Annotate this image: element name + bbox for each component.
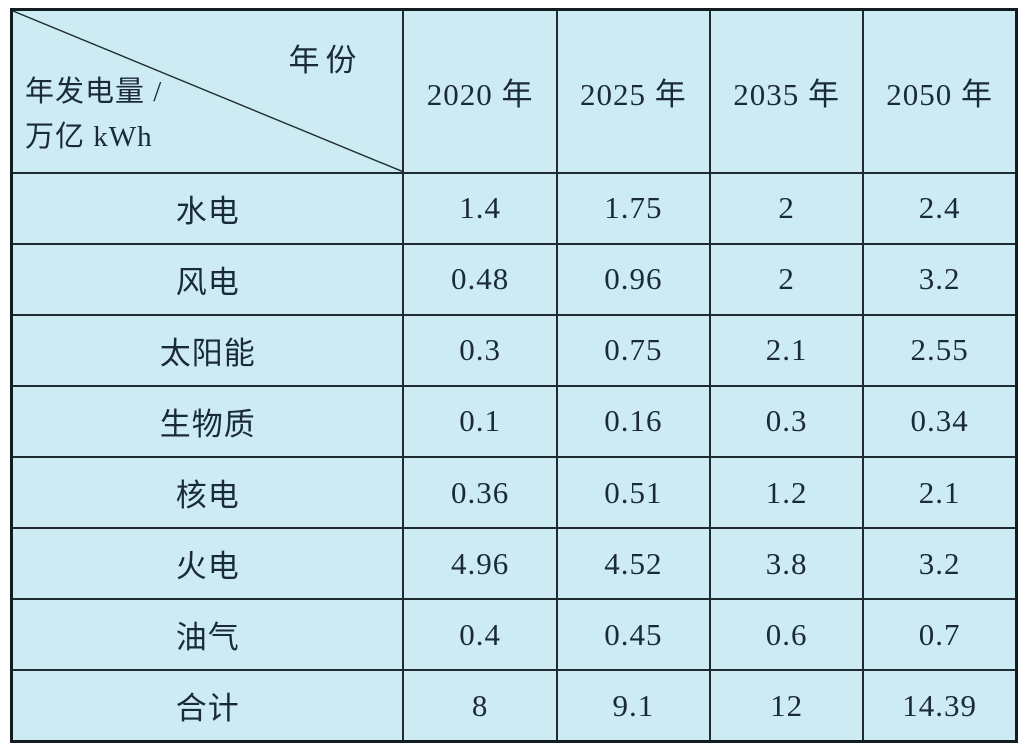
row-label-cell: 水电 bbox=[10, 171, 405, 245]
row-label-cell: 火电 bbox=[10, 527, 405, 601]
column-header-2025: 2025 年 bbox=[555, 8, 711, 174]
table-row-oil-gas: 油气 0.4 0.45 0.6 0.7 bbox=[10, 598, 1018, 672]
corner-row-dimension-label: 年发电量 / 万亿 kWh bbox=[25, 70, 162, 160]
value-cell: 0.45 bbox=[555, 598, 711, 672]
value-cell: 2.1 bbox=[708, 313, 865, 387]
value-cell: 3.2 bbox=[862, 527, 1018, 601]
value-cell: 0.6 bbox=[708, 598, 865, 672]
power-generation-forecast-table: 年份 年发电量 / 万亿 kWh 2020 年 2025 年 2035 年 20… bbox=[10, 8, 1018, 743]
value-cell: 0.3 bbox=[402, 313, 558, 387]
value-cell: 0.34 bbox=[862, 384, 1018, 459]
value-cell: 4.96 bbox=[402, 527, 558, 601]
value-cell: 9.1 bbox=[555, 669, 711, 743]
column-header-2035: 2035 年 bbox=[708, 8, 865, 174]
value-cell: 0.75 bbox=[555, 313, 711, 387]
table-row-nuclear: 核电 0.36 0.51 1.2 2.1 bbox=[10, 455, 1018, 530]
value-cell: 0.1 bbox=[402, 384, 558, 459]
table-row-solar: 太阳能 0.3 0.75 2.1 2.55 bbox=[10, 313, 1018, 387]
column-header-2050: 2050 年 bbox=[862, 8, 1018, 174]
table-row-hydro: 水电 1.4 1.75 2 2.4 bbox=[10, 171, 1018, 245]
value-cell: 0.48 bbox=[402, 242, 558, 316]
table-row-wind: 风电 0.48 0.96 2 3.2 bbox=[10, 242, 1018, 316]
value-cell: 1.75 bbox=[555, 171, 711, 245]
value-cell: 4.52 bbox=[555, 527, 711, 601]
table-row-thermal: 火电 4.96 4.52 3.8 3.2 bbox=[10, 527, 1018, 601]
row-label-cell: 油气 bbox=[10, 598, 405, 672]
value-cell: 0.3 bbox=[708, 384, 865, 459]
value-cell: 0.16 bbox=[555, 384, 711, 459]
value-cell: 3.2 bbox=[862, 242, 1018, 316]
value-cell: 0.96 bbox=[555, 242, 711, 316]
value-cell: 3.8 bbox=[708, 527, 865, 601]
value-cell: 2 bbox=[708, 171, 865, 245]
value-cell: 0.36 bbox=[402, 455, 558, 530]
row-label-cell: 合计 bbox=[10, 669, 405, 743]
column-header-2020: 2020 年 bbox=[402, 8, 558, 174]
value-cell: 14.39 bbox=[862, 669, 1018, 743]
value-cell: 2.1 bbox=[862, 455, 1018, 530]
corner-row-dimension-line2: 万亿 kWh bbox=[25, 120, 153, 153]
table-row-biomass: 生物质 0.1 0.16 0.3 0.34 bbox=[10, 384, 1018, 459]
value-cell: 1.4 bbox=[402, 171, 558, 245]
row-label-cell: 风电 bbox=[10, 242, 405, 316]
data-table: 年份 年发电量 / 万亿 kWh 2020 年 2025 年 2035 年 20… bbox=[10, 8, 1018, 743]
value-cell: 2.4 bbox=[862, 171, 1018, 245]
value-cell: 2 bbox=[708, 242, 865, 316]
value-cell: 1.2 bbox=[708, 455, 865, 530]
corner-column-dimension-label: 年份 bbox=[288, 43, 363, 78]
value-cell: 0.4 bbox=[402, 598, 558, 672]
corner-row-dimension-line1: 年发电量 / bbox=[25, 75, 163, 108]
row-label-cell: 太阳能 bbox=[10, 313, 405, 387]
value-cell: 8 bbox=[402, 669, 558, 743]
value-cell: 2.55 bbox=[862, 313, 1018, 387]
row-label-cell: 核电 bbox=[10, 455, 405, 530]
row-label-cell: 生物质 bbox=[10, 384, 405, 459]
value-cell: 0.7 bbox=[862, 598, 1018, 672]
corner-header-cell: 年份 年发电量 / 万亿 kWh bbox=[10, 8, 405, 174]
value-cell: 12 bbox=[708, 669, 865, 743]
value-cell: 0.51 bbox=[555, 455, 711, 530]
header-row: 年份 年发电量 / 万亿 kWh 2020 年 2025 年 2035 年 20… bbox=[10, 8, 1018, 174]
table-row-total: 合计 8 9.1 12 14.39 bbox=[10, 669, 1018, 743]
diagonal-divider-line bbox=[13, 11, 402, 172]
